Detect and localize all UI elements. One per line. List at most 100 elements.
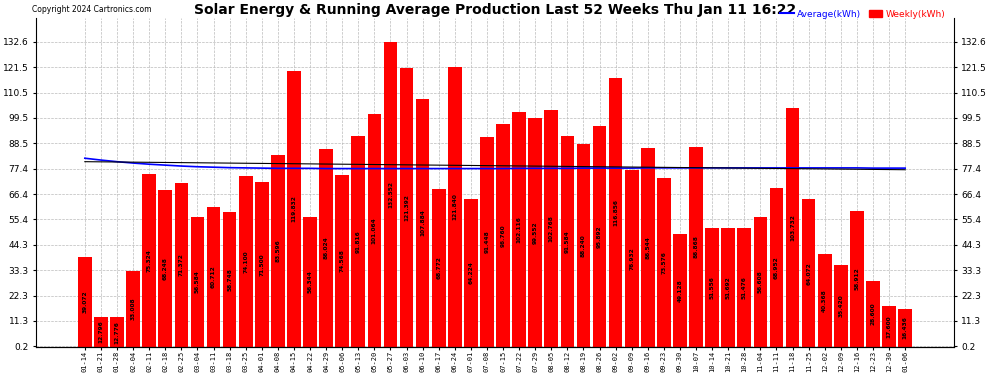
- Bar: [287, 71, 301, 347]
- Text: 17.600: 17.600: [887, 315, 892, 338]
- Text: 99.552: 99.552: [533, 221, 538, 244]
- Bar: [738, 228, 751, 347]
- Text: 121.840: 121.840: [452, 193, 457, 220]
- Bar: [158, 190, 172, 347]
- Text: 96.760: 96.760: [501, 224, 506, 247]
- Bar: [576, 144, 590, 347]
- Text: 86.544: 86.544: [645, 236, 650, 259]
- Text: 86.024: 86.024: [324, 237, 329, 259]
- Text: 16.436: 16.436: [903, 316, 908, 339]
- Bar: [496, 124, 510, 347]
- Bar: [303, 217, 317, 347]
- Bar: [802, 200, 816, 347]
- Text: 91.816: 91.816: [355, 230, 360, 253]
- Text: 51.476: 51.476: [742, 276, 746, 299]
- Text: 116.856: 116.856: [613, 199, 618, 226]
- Text: 68.772: 68.772: [437, 256, 442, 279]
- Bar: [753, 217, 767, 347]
- Text: 102.116: 102.116: [517, 216, 522, 243]
- Bar: [625, 170, 639, 347]
- Bar: [529, 118, 543, 347]
- Text: 103.732: 103.732: [790, 214, 795, 241]
- Text: 121.392: 121.392: [404, 194, 409, 220]
- Text: 76.932: 76.932: [630, 247, 635, 270]
- Title: Solar Energy & Running Average Production Last 52 Weeks Thu Jan 11 16:22: Solar Energy & Running Average Productio…: [194, 3, 796, 17]
- Bar: [336, 176, 349, 347]
- Text: 56.608: 56.608: [758, 270, 763, 293]
- Bar: [78, 257, 92, 347]
- Text: 88.240: 88.240: [581, 234, 586, 257]
- Text: 83.596: 83.596: [275, 239, 280, 262]
- Bar: [560, 136, 574, 347]
- Text: 75.324: 75.324: [147, 249, 151, 272]
- Bar: [898, 309, 912, 347]
- Text: 102.768: 102.768: [548, 215, 553, 242]
- Bar: [127, 271, 140, 347]
- Bar: [143, 174, 156, 347]
- Bar: [641, 148, 654, 347]
- Text: 74.568: 74.568: [340, 250, 345, 273]
- Text: 35.420: 35.420: [839, 295, 843, 318]
- Bar: [657, 178, 671, 347]
- Bar: [271, 154, 285, 347]
- Bar: [786, 108, 799, 347]
- Legend: Average(kWh), Weekly(kWh): Average(kWh), Weekly(kWh): [776, 6, 949, 22]
- Text: 73.576: 73.576: [661, 251, 666, 274]
- Bar: [544, 111, 558, 347]
- Bar: [383, 42, 397, 347]
- Bar: [705, 228, 719, 347]
- Bar: [834, 266, 847, 347]
- Text: 56.584: 56.584: [195, 270, 200, 293]
- Bar: [447, 67, 461, 347]
- Text: 119.832: 119.832: [291, 196, 296, 222]
- Text: 71.372: 71.372: [179, 253, 184, 276]
- Text: 60.712: 60.712: [211, 266, 216, 288]
- Text: 71.500: 71.500: [259, 253, 264, 276]
- Bar: [512, 112, 526, 347]
- Text: 68.248: 68.248: [162, 257, 167, 280]
- Text: 39.072: 39.072: [82, 291, 87, 313]
- Bar: [609, 78, 623, 347]
- Text: 51.692: 51.692: [726, 276, 731, 299]
- Bar: [207, 207, 221, 347]
- Bar: [191, 217, 204, 347]
- Bar: [319, 149, 333, 347]
- Bar: [480, 136, 494, 347]
- Bar: [769, 188, 783, 347]
- Text: 56.344: 56.344: [308, 271, 313, 294]
- Text: 51.556: 51.556: [710, 276, 715, 299]
- Bar: [351, 136, 365, 347]
- Text: 33.008: 33.008: [131, 297, 136, 320]
- Text: 74.100: 74.100: [244, 250, 248, 273]
- Bar: [593, 126, 607, 347]
- Text: 91.448: 91.448: [484, 230, 489, 253]
- Bar: [174, 183, 188, 347]
- Text: 28.600: 28.600: [870, 303, 875, 325]
- Bar: [239, 176, 252, 347]
- Text: 12.776: 12.776: [115, 321, 120, 344]
- Text: 95.892: 95.892: [597, 225, 602, 248]
- Bar: [689, 147, 703, 347]
- Bar: [416, 99, 430, 347]
- Bar: [255, 182, 268, 347]
- Text: 101.064: 101.064: [372, 217, 377, 244]
- Text: 64.224: 64.224: [468, 261, 473, 284]
- Text: 86.868: 86.868: [694, 236, 699, 258]
- Text: 12.796: 12.796: [98, 321, 103, 344]
- Bar: [722, 228, 735, 347]
- Bar: [464, 199, 478, 347]
- Text: 58.912: 58.912: [854, 268, 859, 291]
- Text: 40.368: 40.368: [823, 289, 828, 312]
- Bar: [432, 189, 446, 347]
- Text: 132.552: 132.552: [388, 181, 393, 208]
- Text: 91.584: 91.584: [565, 230, 570, 253]
- Bar: [882, 306, 896, 347]
- Text: 107.884: 107.884: [420, 209, 425, 236]
- Bar: [110, 317, 124, 347]
- Text: Copyright 2024 Cartronics.com: Copyright 2024 Cartronics.com: [32, 5, 151, 14]
- Bar: [866, 281, 880, 347]
- Bar: [673, 234, 687, 347]
- Text: 58.748: 58.748: [227, 268, 232, 291]
- Bar: [367, 114, 381, 347]
- Text: 49.128: 49.128: [677, 279, 682, 302]
